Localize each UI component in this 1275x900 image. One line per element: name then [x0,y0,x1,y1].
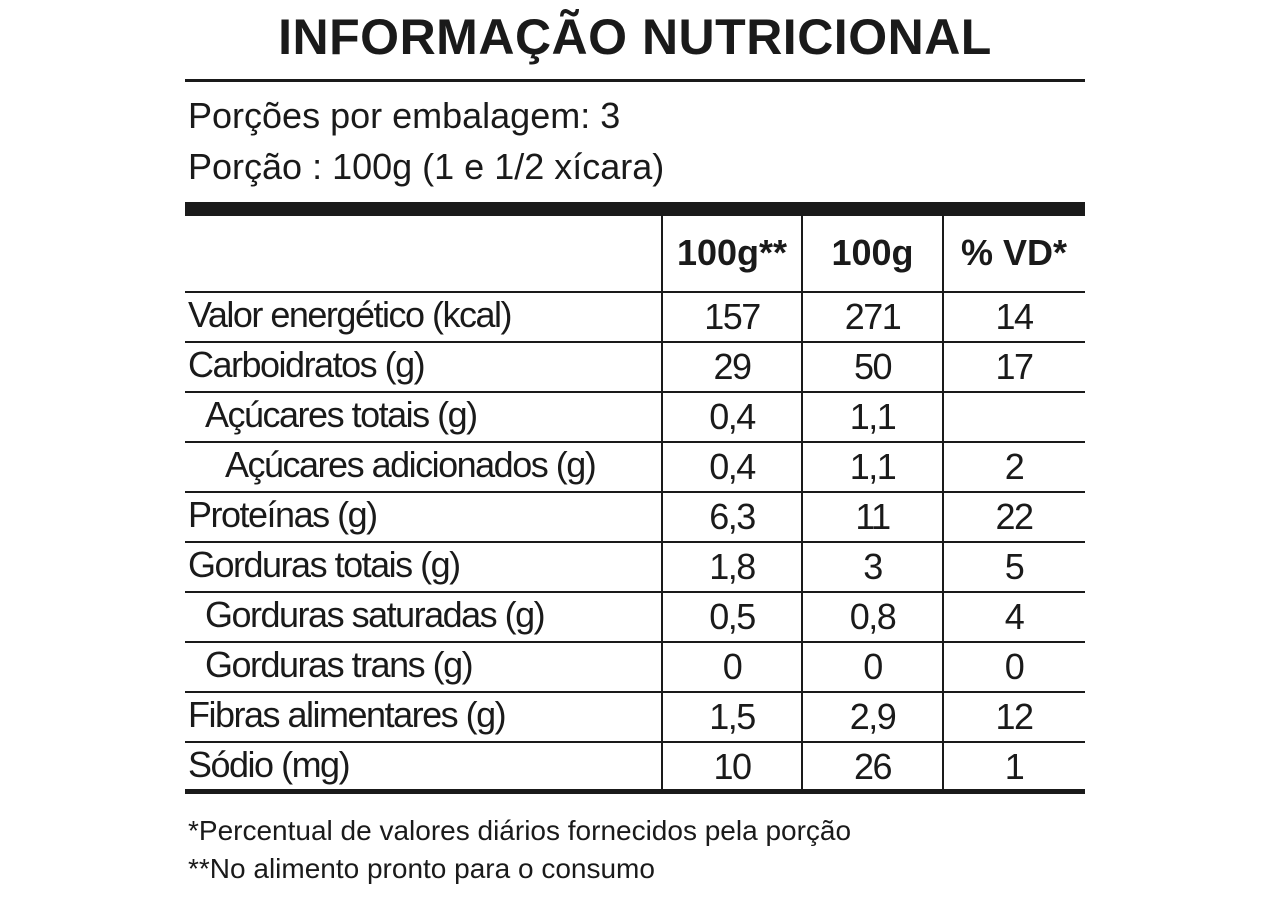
row-line [185,491,1085,493]
row-line [185,441,1085,443]
nutrient-value: 6,3 [709,496,756,537]
row-line [185,341,1085,343]
nutrient-value: 22 [995,496,1034,537]
nutrient-name: Açúcares adicionados (g) [225,444,597,485]
nutrient-value: 1,8 [709,546,756,587]
column-header: % VD* [960,232,1068,273]
nutrient-name: Fibras alimentares (g) [188,694,507,735]
nutrient-name: Gorduras saturadas (g) [205,594,546,635]
footnote: *Percentual de valores diários fornecido… [188,815,852,846]
title: INFORMAÇÃO NUTRICIONAL [278,9,992,65]
row-line [185,741,1085,743]
nutrient-value: 10 [713,746,752,787]
nutrient-value: 0 [722,646,743,687]
footnote: **No alimento pronto para o consumo [188,853,655,884]
row-line [185,641,1085,643]
nutrient-value: 271 [844,296,902,337]
nutrient-value: 0 [863,646,883,687]
nutrient-value: 0,5 [709,596,756,637]
rule [185,79,1085,82]
nutrient-name: Açúcares totais (g) [205,394,478,435]
nutrient-value: 11 [855,496,891,537]
nutrient-value: 0,4 [709,446,756,487]
nutrient-value: 157 [704,296,761,337]
nutrient-value: 3 [863,546,883,587]
nutrient-name: Valor energético (kcal) [188,294,513,335]
servings: Porções por embalagem: 3 [188,95,621,136]
nutrient-name: Proteínas (g) [188,494,378,535]
nutrient-name: Sódio (mg) [188,744,351,785]
row-line [185,291,1085,293]
nutrient-value: 1,1 [849,396,897,437]
bottom-rule [185,789,1085,794]
row-line [185,391,1085,393]
nutrient-name: Carboidratos (g) [188,344,426,385]
nutrient-value: 0,8 [849,596,897,637]
thick-rule [185,202,1085,216]
column-line [801,216,803,792]
column-header: 100g** [676,232,788,273]
nutrient-value: 0,4 [709,396,756,437]
column-line [942,216,944,792]
nutrient-value: 4 [1004,596,1025,637]
nutrient-value: 1,1 [849,446,897,487]
nutrient-value: 50 [853,346,893,387]
row-line [185,591,1085,593]
row-line [185,691,1085,693]
column-line [661,216,663,792]
row-line [185,541,1085,543]
nutrient-value: 26 [853,746,893,787]
nutrient-name: Gorduras totais (g) [188,544,461,585]
nutrient-value: 14 [995,296,1034,337]
nutrient-value: 1,5 [709,696,756,737]
portion: Porção : 100g (1 e 1/2 xícara) [188,146,665,187]
column-header: 100g [831,232,914,273]
nutrient-value: 0 [1004,646,1025,687]
nutrient-value: 2,9 [849,696,897,737]
nutrient-value: 1 [1004,746,1025,787]
nutrient-value: 29 [713,346,752,387]
nutrient-value: 2 [1004,446,1025,487]
nutrient-name: Gorduras trans (g) [205,644,474,685]
nutrient-value: 12 [995,696,1034,737]
nutrient-value: 17 [995,346,1034,387]
nutrient-value: 5 [1004,546,1025,587]
